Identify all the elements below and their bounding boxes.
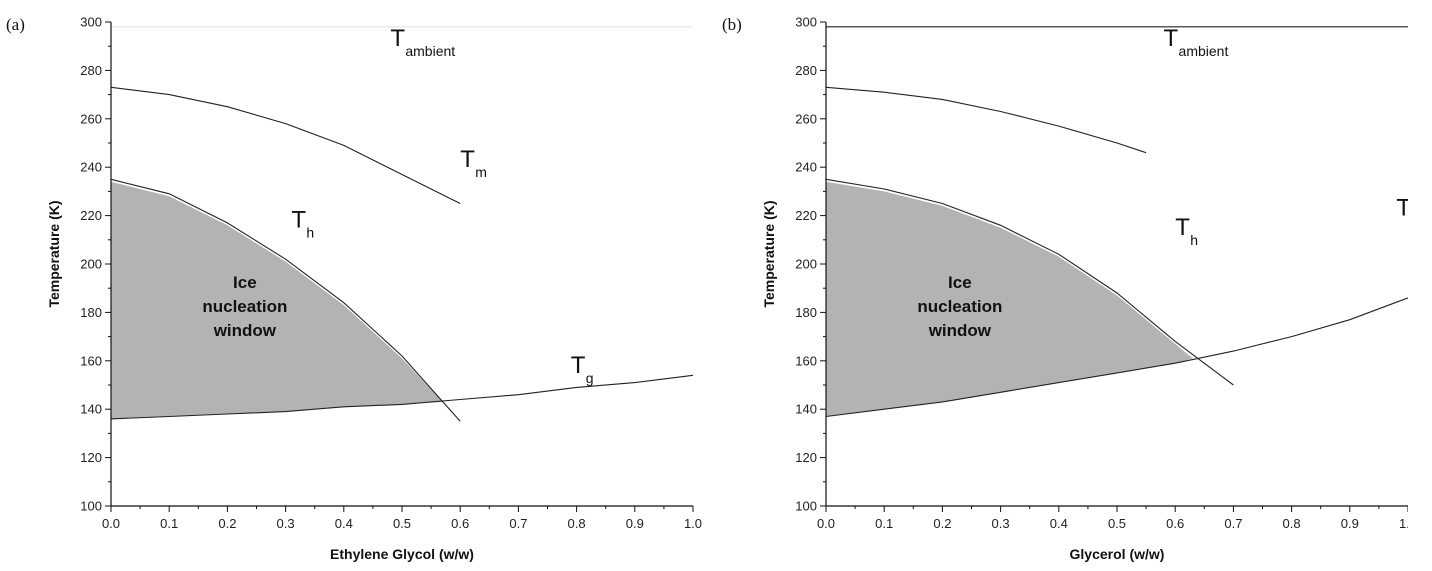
y-axis-label: Temperature (K) bbox=[46, 200, 62, 307]
x-tick-label: 0.2 bbox=[218, 516, 236, 531]
y-tick-label: 180 bbox=[795, 305, 817, 320]
series-line-Th bbox=[110, 178, 461, 422]
series-line-Tm bbox=[110, 86, 461, 204]
y-tick-label: 240 bbox=[80, 160, 102, 175]
y-tick-label: 120 bbox=[795, 450, 817, 465]
y-tick-label: 300 bbox=[795, 15, 817, 30]
region-label-line: nucleation bbox=[202, 297, 287, 316]
x-tick-label: 0.8 bbox=[568, 516, 586, 531]
x-tick-label: 1.0 bbox=[684, 516, 702, 531]
annotation-ambient-subscript: ambient bbox=[405, 43, 455, 59]
x-tick-label: 0.0 bbox=[817, 516, 835, 531]
region-label-line: window bbox=[928, 321, 992, 340]
region-label-line: nucleation bbox=[917, 297, 1002, 316]
y-tick-label: 300 bbox=[80, 15, 102, 30]
annotation-Th: T bbox=[291, 207, 306, 234]
x-tick-label: 0.1 bbox=[160, 516, 178, 531]
y-tick-label: 100 bbox=[795, 499, 817, 514]
x-tick-label: 0.1 bbox=[875, 516, 893, 531]
y-tick-label: 140 bbox=[795, 402, 817, 417]
annotation-Tm-subscript: m bbox=[475, 164, 487, 180]
y-tick-label: 200 bbox=[80, 257, 102, 272]
x-tick-label: 0.9 bbox=[1341, 516, 1359, 531]
x-tick-label: 0.4 bbox=[1050, 516, 1068, 531]
annotation-Tg: T bbox=[571, 352, 586, 379]
y-tick-label: 200 bbox=[795, 257, 817, 272]
x-tick-label: 0.7 bbox=[1224, 516, 1242, 531]
series-line-Tg bbox=[825, 297, 1408, 418]
annotation-Tg-subscript: g bbox=[586, 370, 594, 386]
ice-nucleation-region bbox=[111, 181, 443, 419]
annotation-Tm-subscript: m bbox=[1411, 213, 1423, 229]
annotation-ambient-subscript: ambient bbox=[1179, 43, 1229, 59]
x-tick-label: 0.7 bbox=[509, 516, 527, 531]
x-tick-label: 1.0 bbox=[1399, 516, 1417, 531]
panel-a: 100 120 140 160 180 200 220 240 260 280 300 0.0 0.1 0… bbox=[6, 15, 702, 563]
y-tick-label: 280 bbox=[80, 63, 102, 78]
x-tick-label: 0.6 bbox=[1166, 516, 1184, 531]
panel-label: (a) bbox=[6, 15, 25, 34]
ice-nucleation-region bbox=[826, 181, 1193, 417]
x-tick-label: 0.6 bbox=[451, 516, 469, 531]
region-label-line: Ice bbox=[233, 273, 257, 292]
annotation-Tm: T bbox=[460, 146, 475, 173]
region-label-line: Ice bbox=[948, 273, 972, 292]
x-tick-label: 0.0 bbox=[102, 516, 120, 531]
region-label-line: window bbox=[213, 321, 277, 340]
y-tick-label: 220 bbox=[795, 208, 817, 223]
y-tick-label: 100 bbox=[80, 499, 102, 514]
series-line-Tm bbox=[825, 86, 1147, 154]
y-tick-label: 220 bbox=[80, 208, 102, 223]
y-tick-label: 160 bbox=[795, 353, 817, 368]
x-axis-label: Ethylene Glycol (w/w) bbox=[330, 546, 474, 562]
x-axis-label: Glycerol (w/w) bbox=[1070, 546, 1165, 562]
x-tick-label: 0.8 bbox=[1283, 516, 1301, 531]
panel-label: (b) bbox=[722, 15, 742, 34]
panel-b: 100 120 140 160 180 200 220 240 260 280 300 0.0 0.1 0… bbox=[722, 15, 1423, 562]
annotation-Th-subscript: h bbox=[1190, 232, 1198, 248]
x-tick-label: 0.5 bbox=[393, 516, 411, 531]
annotation-Th-subscript: h bbox=[306, 225, 314, 241]
y-tick-label: 260 bbox=[795, 111, 817, 126]
series-line-Th bbox=[825, 178, 1234, 386]
annotation-Tm: T bbox=[1396, 195, 1411, 222]
annotation-Th: T bbox=[1175, 214, 1190, 241]
y-tick-label: 180 bbox=[80, 305, 102, 320]
annotation-ambient: T bbox=[390, 25, 405, 52]
y-tick-label: 280 bbox=[795, 63, 817, 78]
x-tick-label: 0.2 bbox=[933, 516, 951, 531]
series-line-Tg bbox=[110, 374, 694, 420]
y-tick-label: 120 bbox=[80, 450, 102, 465]
annotation-ambient: T bbox=[1164, 25, 1179, 52]
y-tick-label: 240 bbox=[795, 160, 817, 175]
y-axis-label: Temperature (K) bbox=[761, 200, 777, 307]
x-tick-label: 0.9 bbox=[626, 516, 644, 531]
y-tick-label: 140 bbox=[80, 402, 102, 417]
x-tick-label: 0.5 bbox=[1108, 516, 1126, 531]
x-tick-label: 0.3 bbox=[992, 516, 1010, 531]
y-tick-label: 260 bbox=[80, 111, 102, 126]
x-tick-label: 0.3 bbox=[277, 516, 295, 531]
y-tick-label: 160 bbox=[80, 353, 102, 368]
x-tick-label: 0.4 bbox=[335, 516, 353, 531]
